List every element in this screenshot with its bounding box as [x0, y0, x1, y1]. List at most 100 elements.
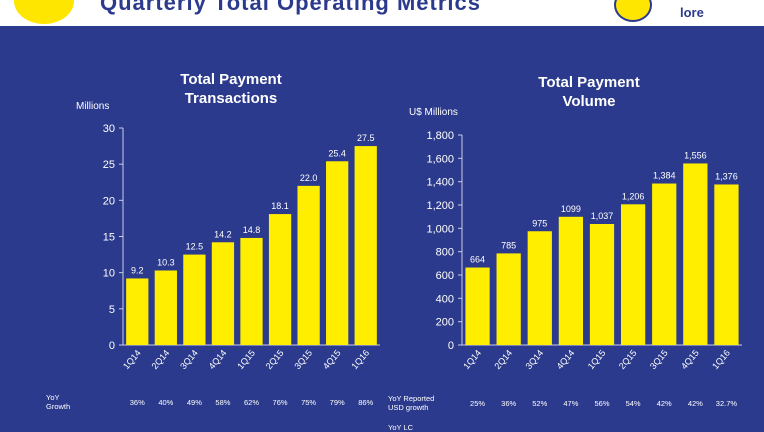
y-tick-label: 20 — [103, 195, 115, 207]
data-label: 12.5 — [186, 242, 204, 252]
data-label: 785 — [501, 240, 516, 250]
bar — [465, 267, 490, 345]
data-label: 18.1 — [271, 201, 289, 211]
bar — [527, 231, 552, 345]
x-tick-label: 4Q14 — [555, 348, 577, 371]
growth-value: 49% — [187, 398, 202, 407]
growth-row-label: USD growth — [388, 403, 428, 412]
bar — [683, 163, 708, 345]
bar — [183, 254, 206, 345]
chart-title: Total Payment — [180, 71, 281, 88]
growth-value: 58% — [215, 398, 230, 407]
growth-value: 62% — [244, 398, 259, 407]
data-label: 1,037 — [591, 211, 614, 221]
growth-row-label: Growth — [46, 402, 70, 411]
growth-value: 47% — [563, 399, 578, 408]
growth-value: 54% — [626, 399, 641, 408]
x-tick-label: 1Q15 — [586, 348, 608, 371]
bar — [240, 237, 263, 345]
y-tick-label: 30 — [103, 123, 115, 135]
y-tick-label: 200 — [436, 317, 454, 329]
bar — [652, 183, 677, 345]
growth-row-label: YoY Reported — [388, 394, 434, 403]
x-tick-label: 1Q15 — [235, 348, 257, 371]
header-bar: Quarterly Total Operating Metrics lore — [0, 0, 764, 26]
bar — [714, 184, 739, 345]
x-tick-label: 3Q14 — [178, 348, 200, 371]
bar — [620, 204, 646, 345]
y-axis-unit-label: Millions — [76, 101, 109, 112]
data-label: 975 — [532, 218, 547, 228]
data-label: 10.3 — [157, 257, 175, 267]
bar — [268, 214, 292, 345]
data-label: 1099 — [561, 204, 581, 214]
growth-row-label: YoY — [46, 393, 60, 402]
growth-value: 32.7% — [716, 399, 738, 408]
growth-value: 42% — [657, 399, 672, 408]
y-axis-unit-label: U$ Millions — [409, 107, 458, 118]
growth-value: 40% — [158, 398, 173, 407]
data-label: 1,556 — [684, 150, 707, 160]
bar — [326, 161, 349, 345]
x-tick-label: 1Q16 — [710, 348, 732, 371]
y-tick-label: 25 — [103, 159, 115, 171]
data-label: 14.8 — [243, 225, 261, 235]
growth-value: 36% — [501, 399, 516, 408]
data-label: 1,206 — [622, 191, 645, 201]
x-tick-label: 3Q14 — [523, 348, 545, 371]
growth-value: 79% — [330, 398, 345, 407]
bar — [297, 185, 320, 345]
y-tick-label: 400 — [436, 293, 454, 305]
y-tick-label: 1,800 — [426, 130, 454, 142]
x-tick-label: 3Q15 — [648, 348, 670, 371]
y-tick-label: 0 — [109, 340, 115, 352]
x-tick-label: 4Q15 — [321, 348, 343, 371]
bar — [154, 270, 177, 345]
data-label: 664 — [470, 255, 485, 265]
growth-value: 42% — [688, 399, 703, 408]
y-tick-label: 1,000 — [426, 223, 454, 235]
extra-row-label: YoY LC — [388, 423, 414, 432]
chart-title: Transactions — [185, 90, 278, 107]
x-tick-label: 2Q14 — [492, 348, 514, 371]
bar — [126, 278, 149, 345]
growth-value: 76% — [273, 398, 288, 407]
x-tick-label: 1Q14 — [461, 348, 483, 371]
growth-value: 56% — [594, 399, 609, 408]
x-tick-label: 4Q14 — [207, 348, 229, 371]
y-tick-label: 1,600 — [426, 153, 454, 165]
x-tick-label: 3Q15 — [292, 348, 314, 371]
y-tick-label: 600 — [436, 270, 454, 282]
x-tick-label: 4Q15 — [679, 348, 701, 371]
y-tick-label: 800 — [436, 247, 454, 259]
y-tick-label: 1,400 — [426, 177, 454, 189]
growth-value: 75% — [301, 398, 316, 407]
x-tick-label: 2Q14 — [150, 348, 172, 371]
y-tick-label: 0 — [448, 340, 454, 352]
data-label: 27.5 — [357, 133, 375, 143]
company-logo-text: lore — [680, 5, 704, 20]
data-label: 22.0 — [300, 173, 318, 183]
growth-value: 52% — [532, 399, 547, 408]
y-tick-label: 15 — [103, 232, 115, 244]
chart-title: Total Payment — [538, 74, 639, 91]
bar — [589, 224, 615, 345]
data-label: 14.2 — [214, 229, 232, 239]
data-label: 25.4 — [328, 148, 346, 158]
chart-title: Volume — [562, 93, 615, 110]
x-tick-label: 1Q16 — [349, 348, 371, 371]
y-tick-label: 10 — [103, 268, 115, 280]
data-label: 1,384 — [653, 171, 676, 181]
x-tick-label: 2Q15 — [264, 348, 286, 371]
x-tick-label: 2Q15 — [617, 348, 639, 371]
y-tick-label: 5 — [109, 304, 115, 316]
bar — [354, 146, 377, 345]
growth-value: 86% — [358, 398, 373, 407]
y-tick-label: 1,200 — [426, 200, 454, 212]
data-label: 9.2 — [131, 265, 144, 275]
bar — [211, 242, 235, 345]
growth-value: 36% — [130, 398, 145, 407]
bar — [496, 253, 521, 345]
banner-title: Quarterly Total Operating Metrics — [100, 0, 482, 15]
